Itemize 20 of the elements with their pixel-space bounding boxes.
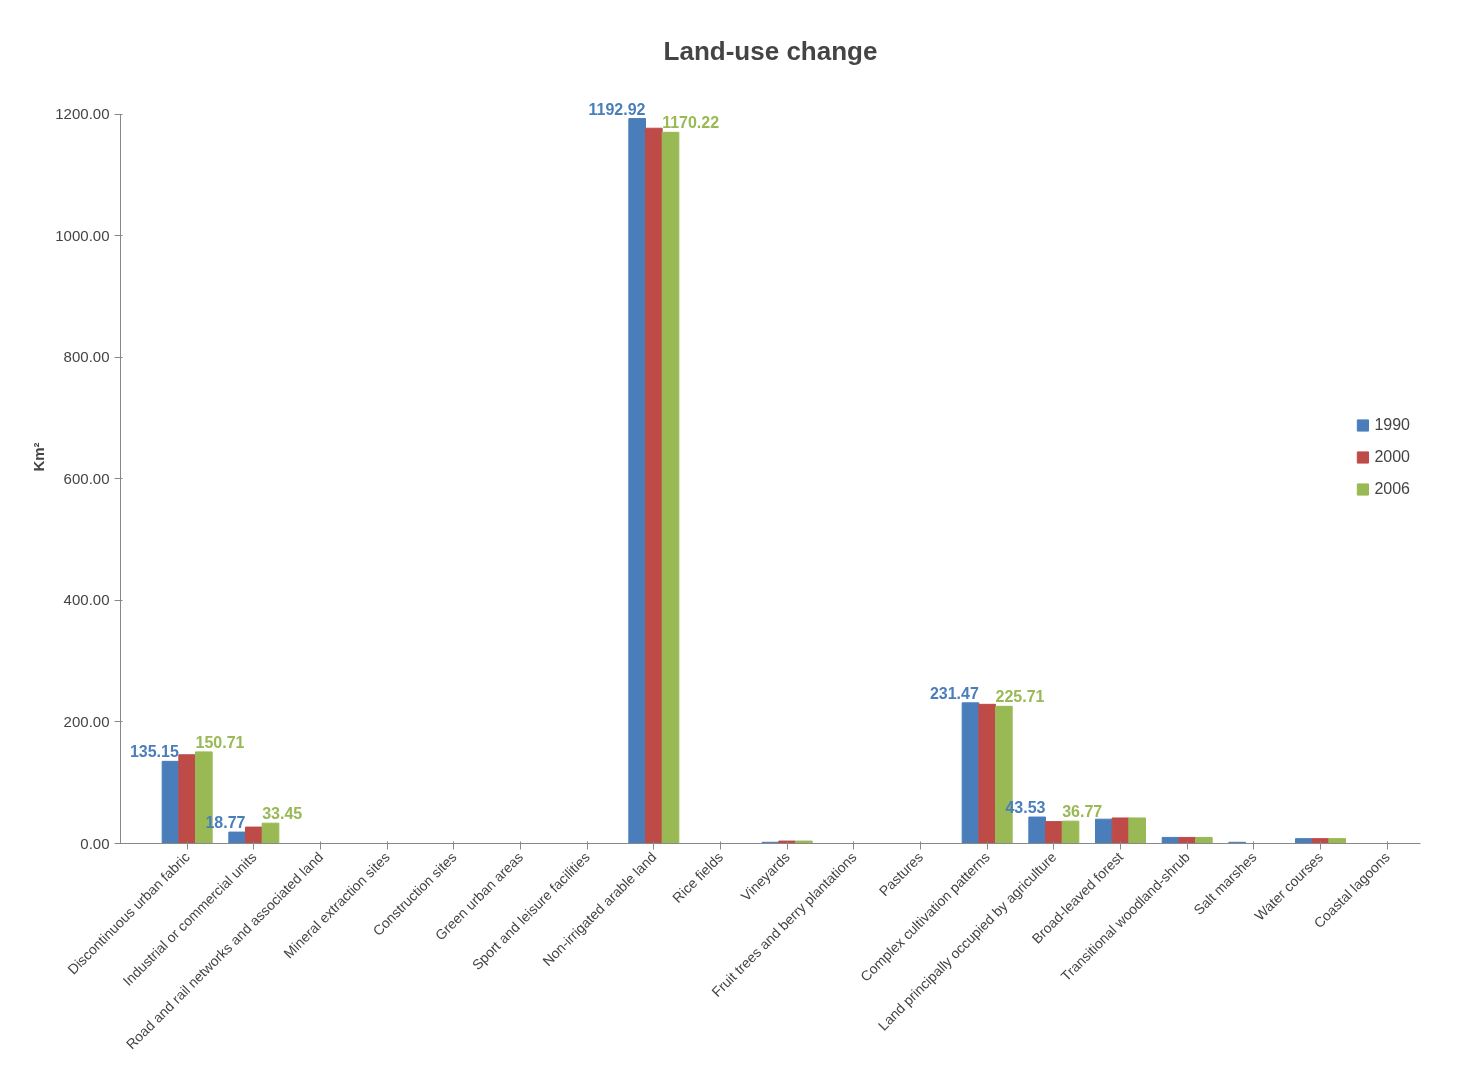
y-tick-label: 400.00 — [63, 591, 110, 609]
y-tick-label: 600.00 — [63, 469, 110, 487]
legend-label: 1990 — [1374, 415, 1410, 434]
legend-label: 2000 — [1374, 447, 1410, 466]
y-tick-label: 0.00 — [80, 834, 110, 852]
y-axis-title: Km² — [30, 442, 48, 472]
data-label: 1170.22 — [662, 114, 720, 132]
data-label: 150.71 — [195, 733, 245, 751]
legend-label: 2006 — [1374, 479, 1410, 498]
data-label: 33.45 — [262, 805, 303, 823]
chart-title: Land-use change — [663, 35, 878, 66]
data-label: 231.47 — [929, 684, 979, 702]
y-tick-label: 200.00 — [63, 712, 110, 730]
data-label: 36.77 — [1062, 803, 1103, 821]
y-tick-label: 1200.00 — [55, 105, 110, 123]
data-label: 135.15 — [129, 743, 179, 761]
data-label: 1192.92 — [588, 100, 646, 118]
y-tick-label: 800.00 — [63, 348, 110, 366]
data-label: 225.71 — [995, 688, 1045, 706]
y-tick-label: 1000.00 — [55, 226, 110, 244]
